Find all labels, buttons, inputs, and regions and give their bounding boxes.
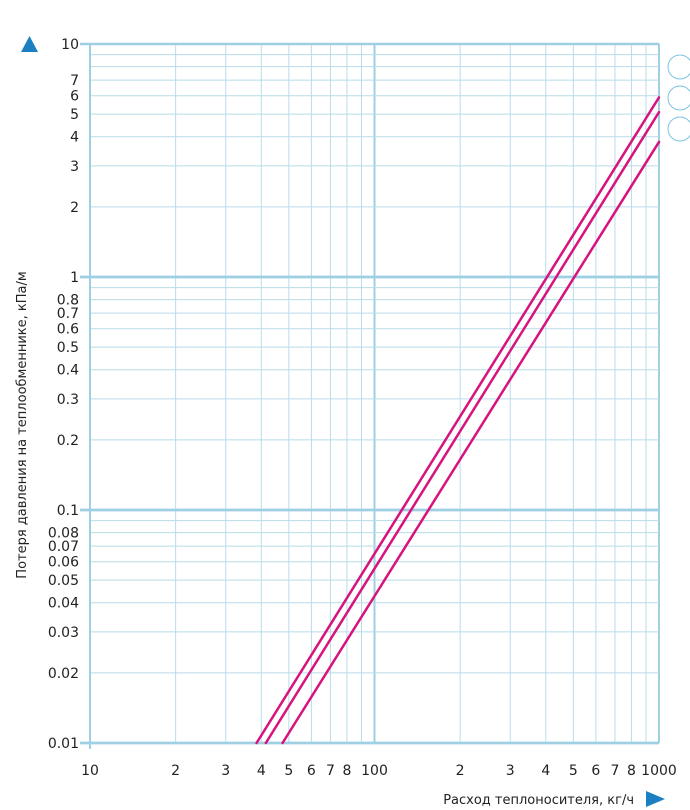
x-tick-label: 8 xyxy=(342,763,351,779)
series-group xyxy=(255,96,661,745)
y-tick-label: 2 xyxy=(70,200,79,216)
y-tick-label: 0.06 xyxy=(48,555,79,571)
y-tick-label: 6 xyxy=(70,89,79,105)
y-tick-label: 0.8 xyxy=(57,293,79,309)
y-tick-label: 0.08 xyxy=(48,526,79,542)
x-tick-label: 7 xyxy=(610,763,619,779)
x-tick-label: 5 xyxy=(569,763,578,779)
y-tick-label: 3 xyxy=(70,159,79,175)
y-axis-title: Потеря давления на теплообменнике, кПа/м xyxy=(15,271,30,578)
y-tick-label: 0.03 xyxy=(48,625,79,641)
y-tick-label: 10 xyxy=(61,37,79,53)
y-tick-label: 5 xyxy=(70,107,79,123)
x-tick-label: 2 xyxy=(171,763,180,779)
series-marker-icon xyxy=(667,54,690,80)
x-tick-label: 6 xyxy=(591,763,600,779)
series-line-2 xyxy=(264,110,661,745)
series-line-1 xyxy=(255,96,661,745)
series-markers xyxy=(667,54,690,142)
y-tick-label: 0.3 xyxy=(57,392,79,408)
y-tick-label: 0.7 xyxy=(57,306,79,322)
x-tick-label: 2 xyxy=(456,763,465,779)
x-tick-label: 4 xyxy=(257,763,266,779)
x-tick-label: 1000 xyxy=(641,763,677,779)
y-axis-arrow-icon xyxy=(21,36,38,52)
x-tick-label: 6 xyxy=(307,763,316,779)
x-tick-label: 3 xyxy=(506,763,515,779)
x-tick-label: 5 xyxy=(284,763,293,779)
y-tick-label: 4 xyxy=(70,130,79,146)
y-tick-label: 0.5 xyxy=(57,340,79,356)
y-tick-label: 0.1 xyxy=(57,503,79,519)
y-tick-label: 0.04 xyxy=(48,596,79,612)
y-tick-label: 7 xyxy=(70,73,79,89)
x-axis-arrow-icon xyxy=(646,791,665,807)
y-tick-label: 0.05 xyxy=(48,573,79,589)
series-marker-icon xyxy=(667,116,690,142)
y-tick-label: 0.02 xyxy=(48,666,79,682)
y-tick-labels: 1076543210.80.70.60.50.40.30.20.10.080.0… xyxy=(48,37,79,752)
x-tick-label: 7 xyxy=(326,763,335,779)
x-tick-label: 10 xyxy=(81,763,99,779)
y-tick-label: 0.2 xyxy=(57,433,79,449)
y-tick-label: 0.07 xyxy=(48,539,79,555)
x-axis-title: Расход теплоносителя, кг/ч xyxy=(443,793,634,808)
y-tick-label: 1 xyxy=(70,270,79,286)
grid xyxy=(80,42,660,749)
x-tick-labels: 10 2 3 4 5 6 7 8 100 2 3 4 5 6 7 8 1000 xyxy=(81,763,677,779)
x-tick-label: 100 xyxy=(361,763,388,779)
y-tick-label: 0.4 xyxy=(57,363,79,379)
y-tick-label: 0.01 xyxy=(48,736,79,752)
y-tick-label: 0.6 xyxy=(57,322,79,338)
series-line-3 xyxy=(281,140,661,745)
x-tick-label: 4 xyxy=(541,763,550,779)
series-marker-icon xyxy=(667,85,690,111)
x-tick-label: 8 xyxy=(627,763,636,779)
x-tick-label: 3 xyxy=(221,763,230,779)
